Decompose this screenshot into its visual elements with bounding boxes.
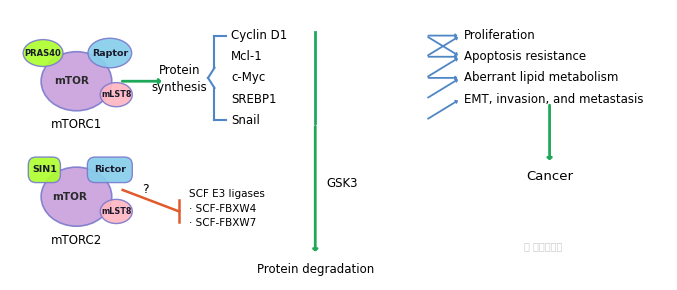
Text: SCF E3 ligases
· SCF-FBXW4
· SCF-FBXW7: SCF E3 ligases · SCF-FBXW4 · SCF-FBXW7 — [189, 189, 265, 228]
Text: Snail: Snail — [231, 114, 260, 127]
Text: mLST8: mLST8 — [101, 207, 131, 216]
Text: SIN1: SIN1 — [32, 165, 57, 174]
Text: SREBP1: SREBP1 — [231, 93, 277, 106]
Text: EMT, invasion, and metastasis: EMT, invasion, and metastasis — [464, 93, 644, 106]
Ellipse shape — [100, 83, 132, 107]
Text: mTORC1: mTORC1 — [51, 118, 102, 131]
Ellipse shape — [23, 40, 63, 66]
Text: c-Myc: c-Myc — [231, 71, 265, 84]
Text: Cyclin D1: Cyclin D1 — [231, 29, 288, 42]
Ellipse shape — [88, 38, 131, 68]
Text: Raptor: Raptor — [91, 48, 128, 57]
Ellipse shape — [41, 52, 112, 111]
Text: Protein
synthesis: Protein synthesis — [151, 64, 207, 94]
Text: Cancer: Cancer — [526, 170, 573, 183]
FancyBboxPatch shape — [87, 157, 132, 183]
Text: Aberrant lipid metabolism: Aberrant lipid metabolism — [464, 71, 619, 84]
Text: GSK3: GSK3 — [327, 177, 358, 190]
Text: mTOR: mTOR — [54, 76, 89, 86]
Ellipse shape — [100, 199, 132, 224]
Text: mTOR: mTOR — [53, 192, 87, 202]
Text: Protein degradation: Protein degradation — [257, 263, 374, 276]
Text: 凸 凸莱英药周: 凸 凸莱英药周 — [524, 241, 563, 251]
FancyBboxPatch shape — [28, 157, 60, 183]
Text: mLST8: mLST8 — [101, 90, 131, 99]
Text: Apoptosis resistance: Apoptosis resistance — [464, 50, 586, 63]
Text: Rictor: Rictor — [94, 165, 126, 174]
Text: PRAS40: PRAS40 — [24, 48, 62, 57]
Text: Mcl-1: Mcl-1 — [231, 50, 263, 63]
Text: mTORC2: mTORC2 — [51, 234, 102, 247]
Text: Proliferation: Proliferation — [464, 29, 536, 42]
Text: ?: ? — [141, 184, 148, 196]
Ellipse shape — [41, 167, 112, 226]
